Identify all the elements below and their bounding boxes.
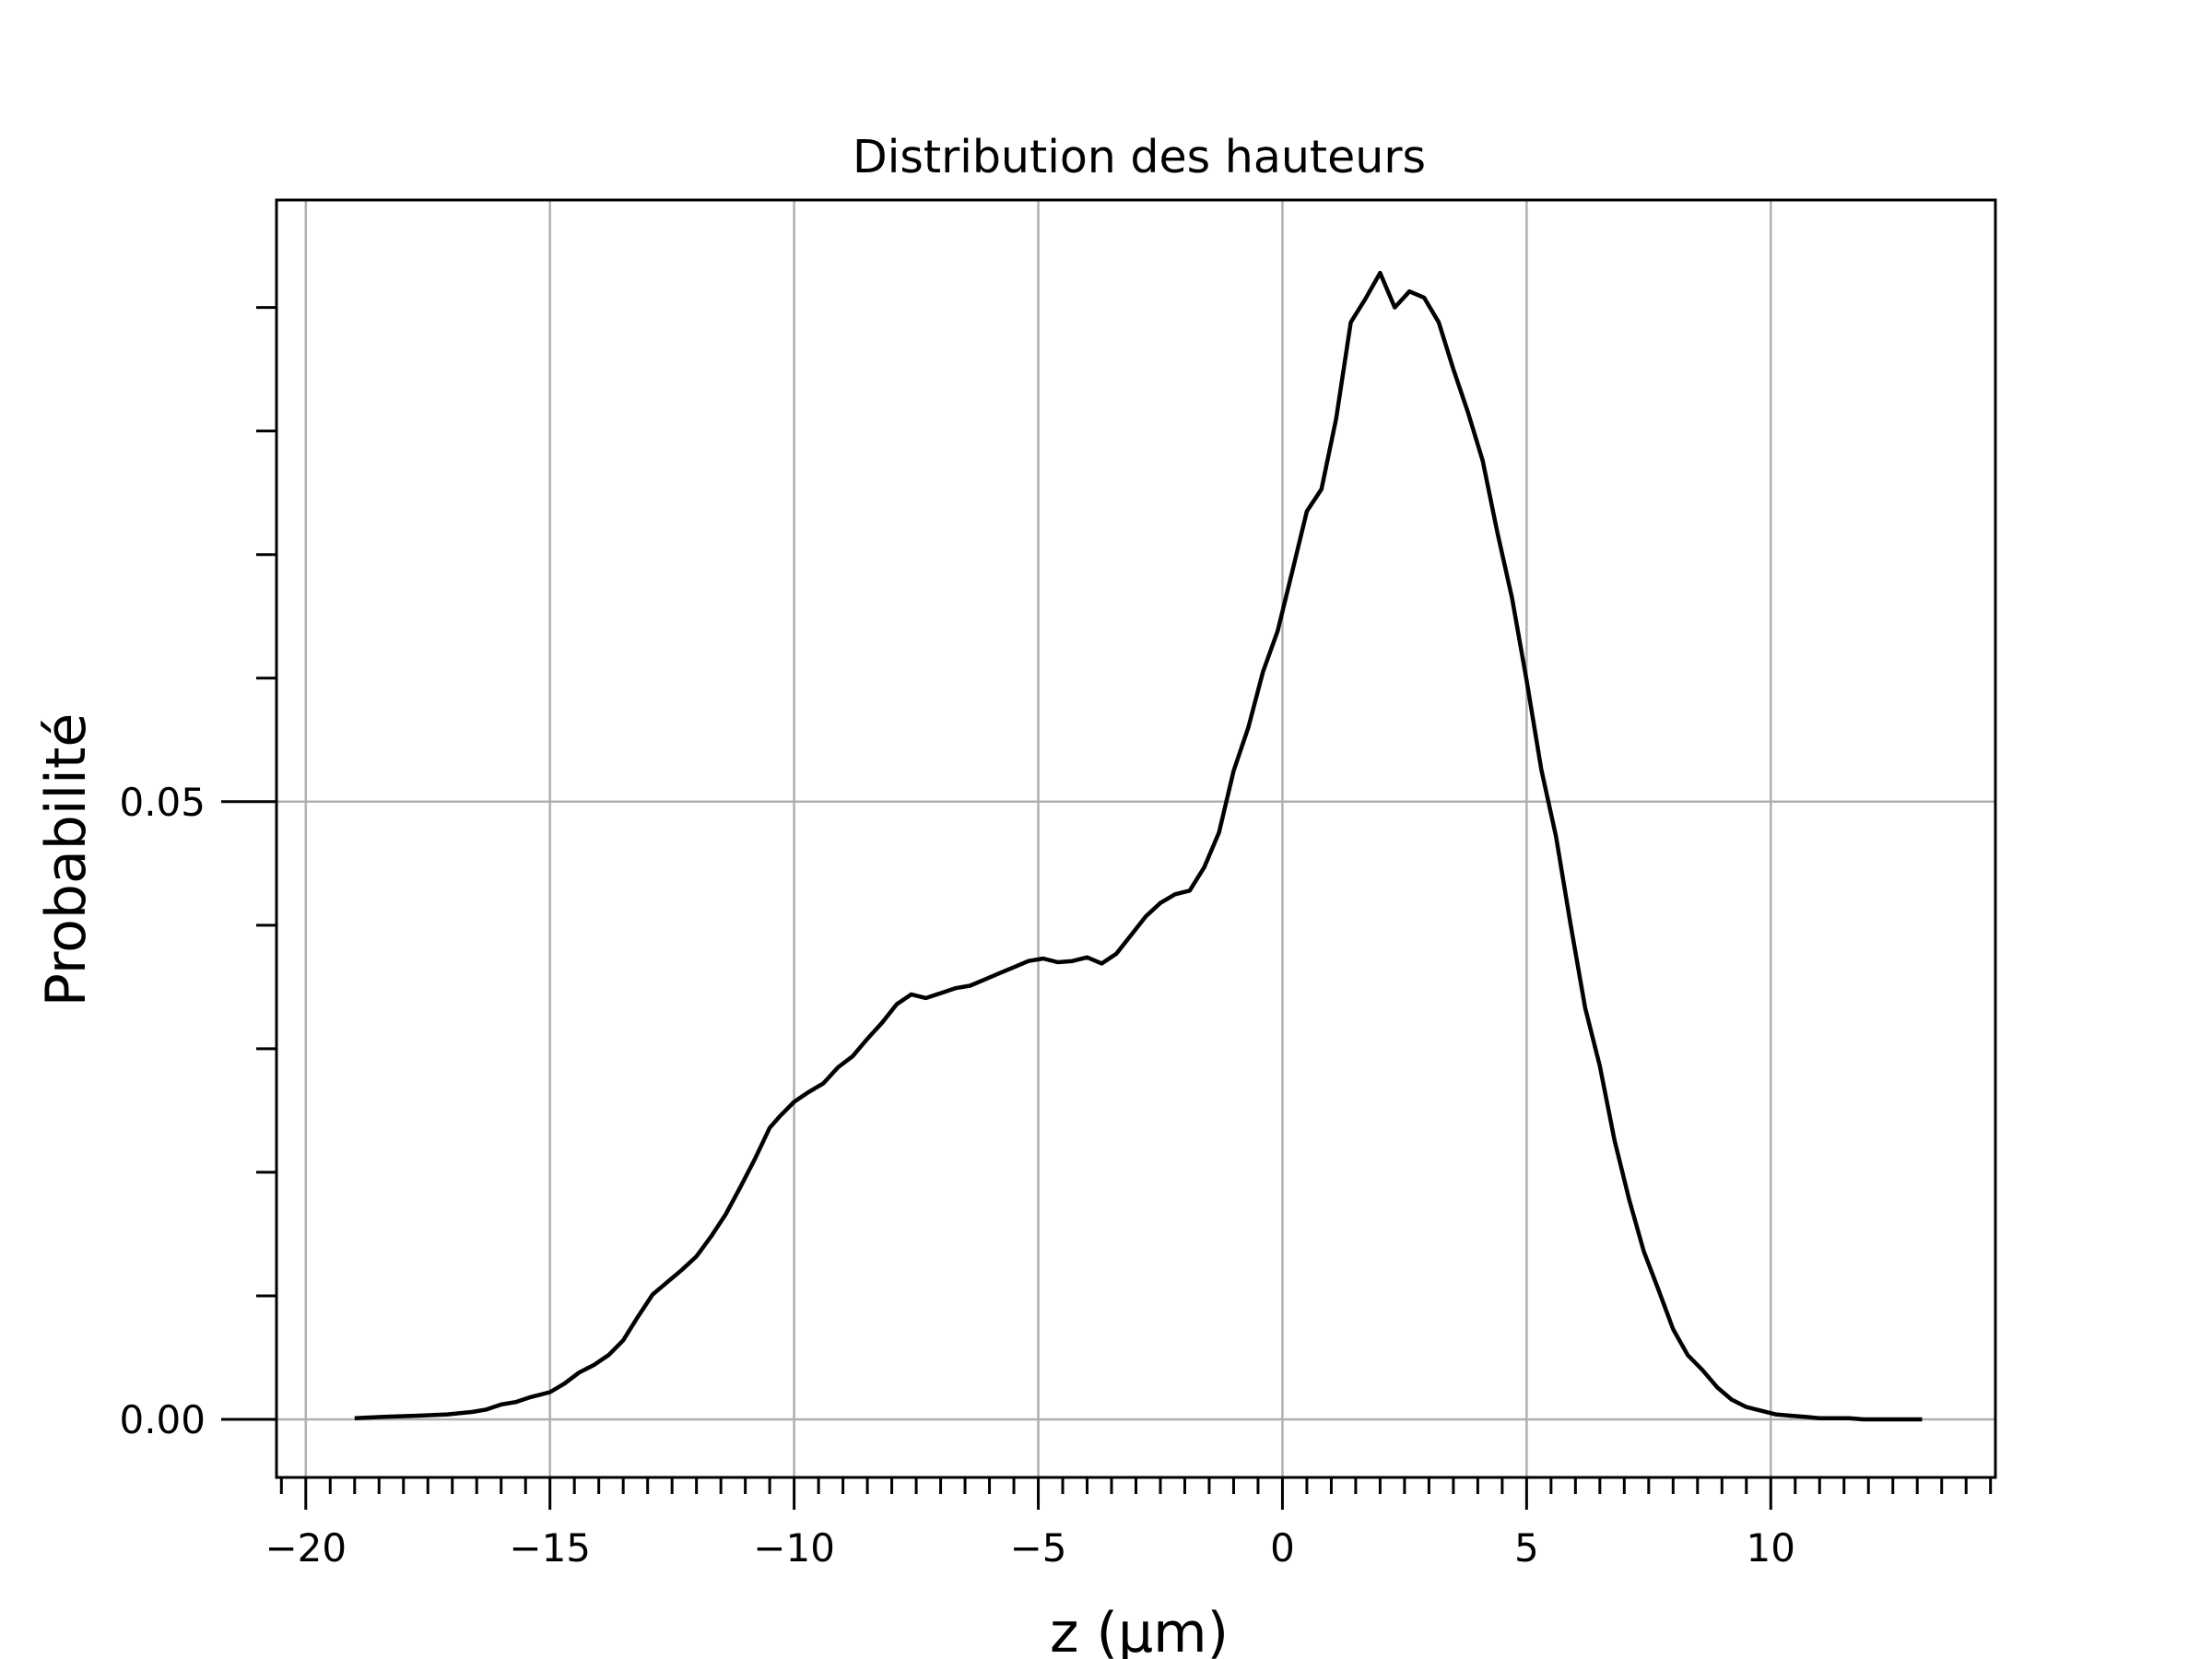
grid xyxy=(276,200,1995,1477)
x-tick-label: −15 xyxy=(509,1525,591,1571)
chart-title: Distribution des hauteurs xyxy=(853,131,1426,183)
x-tick-label: −20 xyxy=(265,1525,347,1571)
x-tick-label: 5 xyxy=(1514,1525,1539,1571)
plot-area xyxy=(354,270,1923,1422)
x-tick-label: −10 xyxy=(753,1525,835,1571)
y-tick-label: 0.05 xyxy=(119,780,206,825)
y-axis-label: Probabilité xyxy=(34,713,99,1007)
x-tick-label: −5 xyxy=(1010,1525,1067,1571)
x-tick-label: 0 xyxy=(1270,1525,1295,1571)
series-line xyxy=(354,270,1923,1422)
y-tick-label: 0.00 xyxy=(119,1397,206,1442)
x-axis: −20 −15 −10 −5 0 5 10 xyxy=(265,1477,1993,1571)
x-tick-label: 10 xyxy=(1747,1525,1795,1571)
x-axis-label: z (µm) xyxy=(1050,1601,1229,1659)
y-axis: 0.00 0.05 xyxy=(119,306,276,1442)
